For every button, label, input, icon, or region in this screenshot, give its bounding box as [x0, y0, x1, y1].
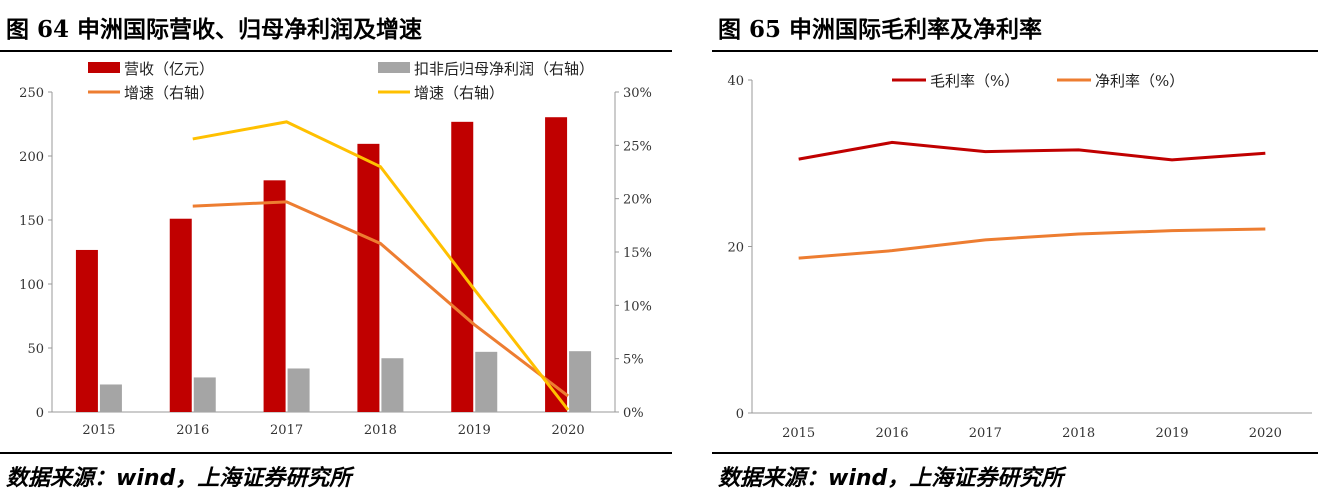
figure-65-top-rule	[712, 50, 1318, 52]
left-tick-label: 150	[19, 214, 44, 229]
figure-65-title-number: 65	[749, 16, 782, 43]
left-tick-label: 200	[19, 150, 44, 165]
x-tick-label: 2016	[875, 426, 908, 441]
bar	[263, 180, 286, 412]
right-tick-label: 10%	[623, 299, 652, 314]
figure-64-title-text: 申洲国际营收、归母净利润及增速	[77, 17, 423, 43]
x-tick-label: 2018	[364, 423, 397, 438]
margin-chart: 0 20 40 2015 2016 2017 2018 2019 2020 毛利率（%） 净利率（%…	[727, 72, 1312, 441]
x-tick-label: 2017	[270, 423, 303, 438]
right-tick-label: 5%	[623, 353, 644, 368]
bar	[451, 121, 474, 412]
bar	[75, 249, 98, 412]
right-tick-label: 20%	[623, 193, 652, 208]
bar	[381, 358, 404, 412]
figure-64-title-number: 64	[37, 16, 70, 43]
x-tick-label: 2016	[176, 423, 209, 438]
bar	[169, 218, 192, 412]
left-tick-label: 0	[36, 406, 44, 421]
right-tick-label: 30%	[623, 86, 652, 101]
right-tick-label: 0%	[623, 406, 644, 421]
y-tick-label: 0	[736, 407, 744, 422]
y-tick-label: 20	[727, 241, 744, 256]
x-tick-label: 2020	[552, 423, 585, 438]
bar	[475, 351, 498, 412]
figure-65-bottom-rule	[712, 452, 1318, 454]
figure-65-title-text: 申洲国际毛利率及净利率	[789, 17, 1043, 43]
legend-label: 净利率（%）	[1095, 72, 1184, 90]
legend-swatch	[88, 62, 120, 73]
figure-64-top-rule	[0, 50, 672, 52]
left-tick-label: 250	[19, 86, 44, 101]
left-tick-label: 100	[19, 278, 44, 293]
figure-65-panel: 图 65 申洲国际毛利率及净利率 0 20 40 2015 2016 2017 2018 20…	[712, 0, 1318, 494]
series-line	[798, 140, 1266, 162]
legend-label: 扣非后归母净利润（右轴）	[414, 60, 594, 78]
x-tick-label: 2019	[1155, 426, 1188, 441]
figure-64-source: 数据来源：wind，上海证券研究所	[6, 466, 352, 491]
right-tick-label: 25%	[623, 139, 652, 154]
figure-64-title: 图 64 申洲国际营收、归母净利润及增速	[6, 10, 422, 44]
legend-swatch	[378, 62, 410, 73]
x-tick-label: 2015	[82, 423, 115, 438]
bar	[193, 377, 216, 412]
bar	[287, 368, 310, 412]
legend-label: 毛利率（%）	[930, 72, 1019, 90]
y-tick-label: 40	[727, 74, 744, 89]
series-line	[798, 227, 1266, 260]
legend-label: 增速（右轴）	[124, 84, 214, 102]
x-tick-label: 2020	[1249, 426, 1282, 441]
legend-label: 增速（右轴）	[414, 84, 504, 102]
legend-label: 营收（亿元）	[124, 60, 214, 78]
bar	[569, 351, 592, 412]
bar	[545, 117, 568, 412]
series-line	[192, 120, 570, 411]
figure-65-title: 图 65 申洲国际毛利率及净利率	[718, 10, 1042, 44]
figure-64-title-prefix: 图	[6, 17, 29, 43]
x-tick-label: 2015	[782, 426, 815, 441]
right-tick-label: 15%	[623, 246, 652, 261]
x-tick-label: 2018	[1062, 426, 1095, 441]
left-tick-label: 50	[27, 342, 44, 357]
revenue-profit-chart: 0 50 100 150 200 250 0% 5% 10% 15% 20% 25% 30% 2015 20…	[19, 60, 652, 438]
bar	[357, 143, 380, 412]
figure-64-panel: 图 64 申洲国际营收、归母净利润及增速 0 50 100 150 200 250 0% 5%…	[0, 10, 672, 491]
series-line	[192, 200, 569, 398]
x-tick-label: 2017	[969, 426, 1002, 441]
figure-65-title-prefix: 图	[718, 17, 741, 43]
x-tick-label: 2019	[458, 423, 491, 438]
figure-64-bottom-rule	[0, 452, 672, 454]
bar	[99, 384, 122, 412]
figure-65-source: 数据来源：wind，上海证券研究所	[718, 466, 1064, 491]
